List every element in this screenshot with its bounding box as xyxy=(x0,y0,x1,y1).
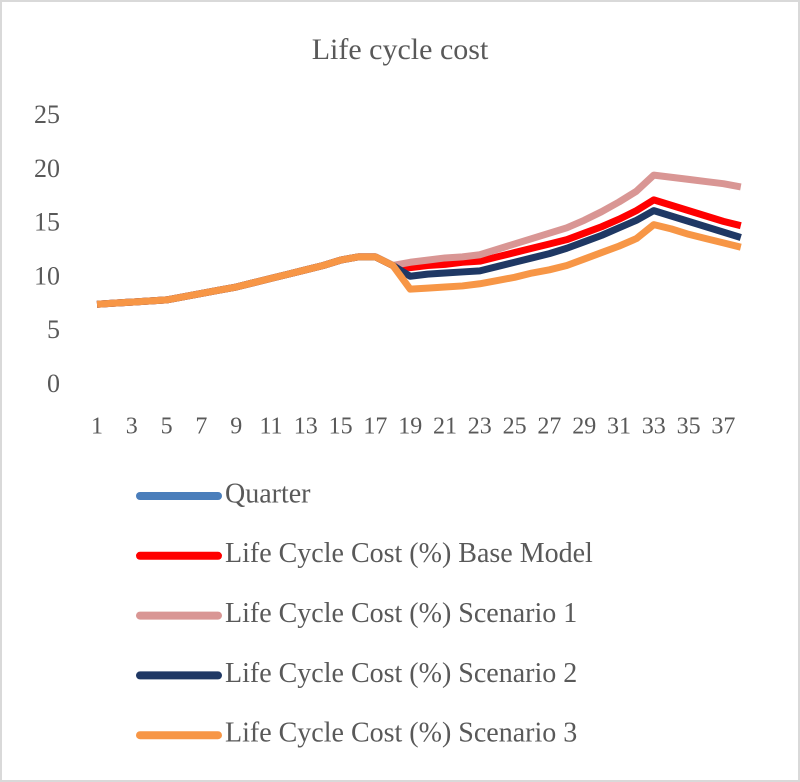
legend-label: Life Cycle Cost (%) Base Model xyxy=(225,538,593,569)
series-line xyxy=(96,221,742,308)
x-tick-label: 3 xyxy=(126,414,138,440)
x-tick-label: 13 xyxy=(294,414,318,440)
x-tick-label: 11 xyxy=(259,414,282,440)
y-tick-label: 25 xyxy=(34,100,60,129)
x-tick-label: 7 xyxy=(195,414,207,440)
x-tick-label: 35 xyxy=(677,414,701,440)
x-tick-label: 17 xyxy=(363,414,387,440)
x-tick-label: 9 xyxy=(230,414,242,440)
x-tick-label: 31 xyxy=(607,414,631,440)
x-tick-label: 37 xyxy=(711,414,735,440)
x-tick-label: 33 xyxy=(642,414,666,440)
y-tick-label: 20 xyxy=(34,154,60,183)
x-tick-label: 15 xyxy=(329,414,353,440)
legend-label: Life Cycle Cost (%) Scenario 1 xyxy=(225,598,577,629)
y-tick-label: 10 xyxy=(34,261,60,290)
x-tick-label: 5 xyxy=(161,414,173,440)
y-tick-label: 5 xyxy=(47,315,60,344)
x-tick-label: 27 xyxy=(537,414,561,440)
legend-label: Life Cycle Cost (%) Scenario 3 xyxy=(225,718,577,749)
x-tick-label: 21 xyxy=(433,414,457,440)
legend-label: Life Cycle Cost (%) Scenario 2 xyxy=(225,658,577,689)
x-tick-label: 19 xyxy=(398,414,422,440)
y-tick-label: 15 xyxy=(34,208,60,237)
x-tick-label: 23 xyxy=(468,414,492,440)
y-tick-label: 0 xyxy=(47,369,60,398)
chart-title: Life cycle cost xyxy=(312,33,489,66)
x-tick-label: 25 xyxy=(503,414,527,440)
legend-label: Quarter xyxy=(225,478,311,509)
x-tick-label: 1 xyxy=(91,414,103,440)
x-tick-label: 29 xyxy=(572,414,596,440)
